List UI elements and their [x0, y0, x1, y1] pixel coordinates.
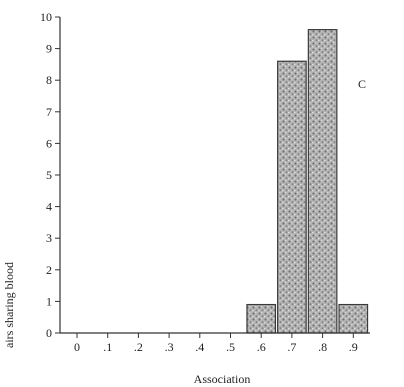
x-tick-label: .6 — [257, 340, 266, 354]
y-tick-label: 10 — [40, 10, 52, 24]
y-axis-title: airs sharing blood — [2, 262, 16, 348]
x-tick-label: .3 — [165, 340, 174, 354]
x-tick-label: .7 — [287, 340, 296, 354]
panel-label: C — [358, 77, 366, 91]
x-tick-label: .9 — [349, 340, 358, 354]
x-tick-label: .4 — [195, 340, 204, 354]
x-tick-label: 0 — [74, 340, 80, 354]
x-tick-label: .2 — [134, 340, 143, 354]
y-tick-label: 3 — [46, 231, 52, 245]
x-tick-label: .5 — [226, 340, 235, 354]
y-tick-label: 2 — [46, 263, 52, 277]
y-tick-label: 7 — [46, 105, 52, 119]
x-axis-ticks: 0 .1 .2 .3 .4 .5 .6 .7 .8 .9 — [74, 333, 358, 354]
bar-.6 — [246, 303, 277, 334]
y-tick-label: 6 — [46, 136, 52, 150]
bar-.8 — [307, 29, 338, 334]
y-tick-label: 0 — [46, 326, 52, 340]
y-tick-label: 4 — [46, 200, 52, 214]
x-axis-title: Association — [194, 372, 251, 386]
y-tick-label: 1 — [46, 294, 52, 308]
y-axis-ticks: 0 1 2 3 4 5 6 7 8 9 10 — [40, 10, 60, 340]
y-tick-label: 5 — [46, 168, 52, 182]
bar-.7 — [277, 60, 307, 334]
y-tick-label: 9 — [46, 42, 52, 56]
x-tick-label: .1 — [103, 340, 112, 354]
bar-.9 — [338, 303, 369, 334]
y-tick-label: 8 — [46, 73, 52, 87]
bars — [246, 29, 369, 334]
x-tick-label: .8 — [318, 340, 327, 354]
